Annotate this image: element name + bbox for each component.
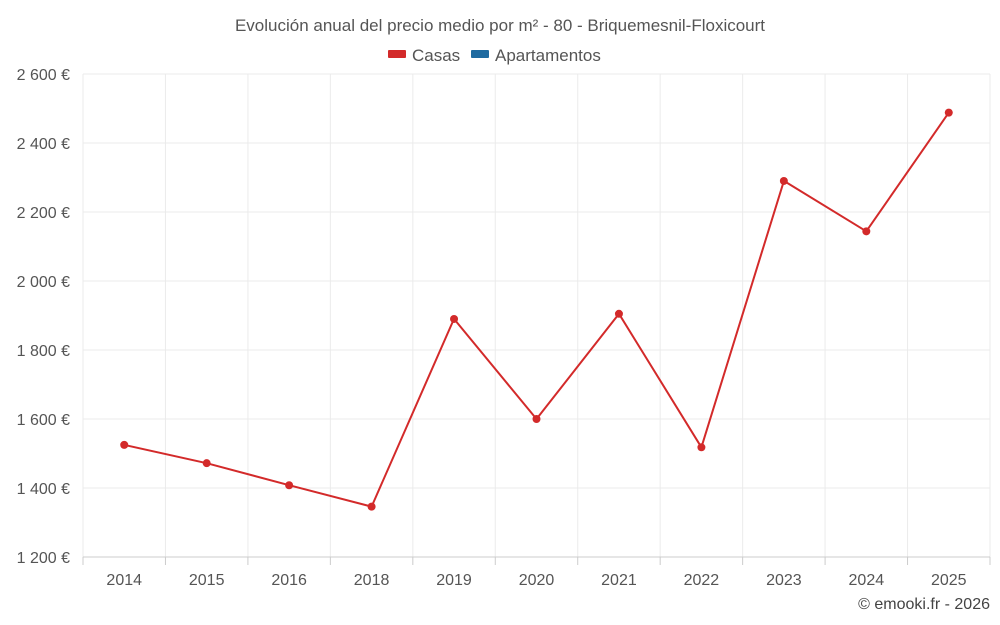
- x-tick-label: 2015: [189, 572, 225, 589]
- x-tick-label: 2023: [766, 572, 802, 589]
- x-tick-label: 2020: [519, 572, 555, 589]
- x-tick-label: 2016: [271, 572, 307, 589]
- legend-swatch-casas: [388, 50, 406, 58]
- data-point-casas-2020[interactable]: [532, 415, 541, 423]
- legend-label-casas: Casas: [412, 46, 460, 65]
- y-tick-label: 2 000 €: [17, 274, 70, 291]
- legend-swatch-apartamentos: [471, 50, 489, 58]
- data-point-casas-2019[interactable]: [450, 314, 459, 323]
- data-point-casas-2024[interactable]: [862, 227, 871, 236]
- gridlines: [82, 73, 991, 565]
- legend-item-apartamentos[interactable]: Apartamentos: [471, 46, 601, 65]
- x-tick-label: 2014: [106, 572, 142, 589]
- x-tick-label: 2019: [436, 572, 472, 589]
- data-point-casas-2022[interactable]: [697, 443, 706, 452]
- legend-item-casas[interactable]: Casas: [388, 46, 460, 65]
- series-casas: [120, 108, 953, 511]
- data-point-casas-2025[interactable]: [944, 108, 953, 117]
- y-tick-label: 1 200 €: [17, 550, 70, 567]
- data-point-casas-2014[interactable]: [120, 440, 129, 449]
- y-tick-label: 2 600 €: [17, 67, 70, 84]
- y-tick-label: 1 400 €: [17, 481, 70, 498]
- y-tick-label: 1 800 €: [17, 343, 70, 360]
- data-point-casas-2018[interactable]: [367, 502, 376, 511]
- y-tick-label: 2 400 €: [17, 136, 70, 153]
- x-tick-label: 2018: [354, 572, 390, 589]
- x-tick-label: 2024: [849, 572, 885, 589]
- x-tick-label: 2025: [931, 572, 967, 589]
- y-axis-ticks: 1 200 € 1 400 € 1 600 € 1 800 € 2 000 € 2 200…: [17, 67, 70, 567]
- x-tick-label: 2022: [684, 572, 720, 589]
- data-point-casas-2021[interactable]: [614, 309, 623, 318]
- credit-text: © emooki.fr - 2026: [858, 596, 990, 613]
- legend: Casas Apartamentos: [388, 46, 601, 65]
- data-point-casas-2016[interactable]: [285, 481, 294, 490]
- y-tick-label: 1 600 €: [17, 412, 70, 429]
- x-axis-ticks: 2014 2015 2016 2018 2019 2020 2021 2022 2023 2024…: [106, 572, 966, 589]
- legend-label-apartamentos: Apartamentos: [495, 46, 601, 65]
- x-tick-label: 2021: [601, 572, 637, 589]
- y-tick-label: 2 200 €: [17, 205, 70, 222]
- chart-title: Evolución anual del precio medio por m² …: [235, 16, 765, 35]
- data-point-casas-2023[interactable]: [779, 176, 788, 185]
- data-point-casas-2015[interactable]: [202, 459, 211, 468]
